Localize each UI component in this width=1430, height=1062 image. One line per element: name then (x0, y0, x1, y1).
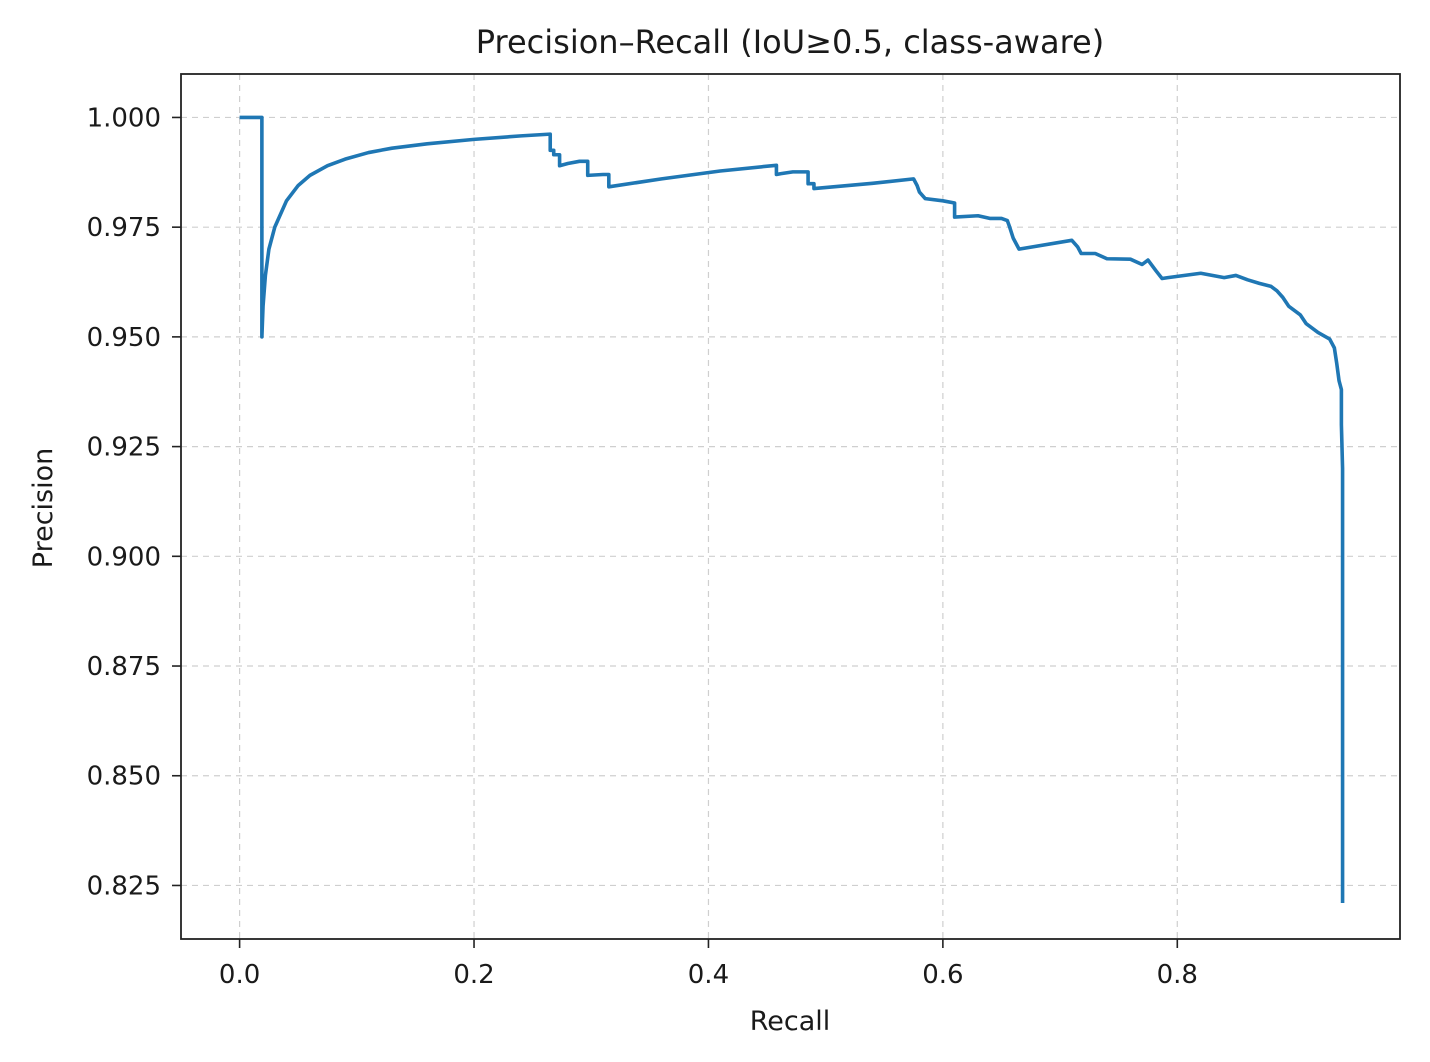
x-tick-label: 0.2 (453, 960, 494, 990)
y-tick-label: 1.000 (87, 103, 161, 133)
y-tick-label: 0.925 (87, 433, 161, 463)
y-tick-label: 0.850 (87, 762, 161, 792)
x-tick-label: 0.4 (688, 960, 729, 990)
y-axis-ticks: 0.825 0.850 0.875 0.900 0.925 0.950 0.975 1.000 (87, 103, 181, 901)
chart-title: Precision–Recall (IoU≥0.5, class-aware) (476, 23, 1104, 61)
y-tick-label: 0.950 (87, 323, 161, 353)
y-tick-label: 0.900 (87, 542, 161, 572)
x-axis-label: Recall (750, 1006, 831, 1037)
grid (181, 74, 1400, 939)
x-tick-label: 0.6 (922, 960, 963, 990)
y-tick-label: 0.975 (87, 213, 161, 243)
plot-area (239, 115, 1345, 904)
y-tick-label: 0.875 (87, 652, 161, 682)
plot-frame (180, 73, 1401, 940)
x-tick-label: 0.0 (219, 960, 260, 990)
x-tick-label: 0.8 (1157, 960, 1198, 990)
x-axis-ticks: 0.0 0.2 0.4 0.6 0.8 (219, 939, 1198, 990)
precision-recall-line (239, 115, 1345, 904)
y-tick-label: 0.825 (87, 871, 161, 901)
y-axis-label: Precision (28, 448, 59, 568)
